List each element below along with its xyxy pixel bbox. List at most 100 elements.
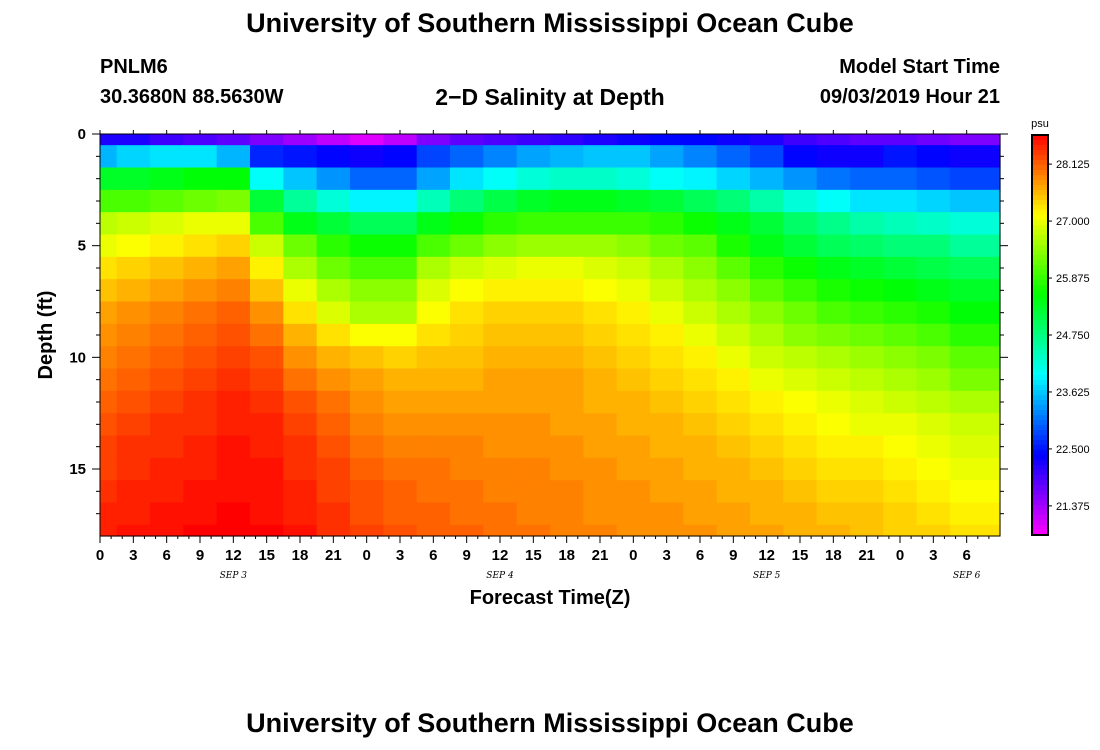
heatmap-cell xyxy=(283,145,318,169)
heatmap-cell xyxy=(483,301,518,325)
model-start-value: 09/03/2019 Hour 21 xyxy=(819,86,1000,108)
colorbar-swatch xyxy=(1032,415,1048,421)
heatmap-cell xyxy=(350,134,384,146)
heatmap-cell xyxy=(750,346,784,370)
x-tick-label: 18 xyxy=(558,547,575,564)
heatmap-cell xyxy=(216,301,251,325)
heatmap-cell xyxy=(683,256,718,280)
heatmap-cell xyxy=(616,457,651,481)
heatmap-cell xyxy=(716,524,751,537)
colorbar-swatch xyxy=(1032,315,1048,321)
heatmap-cell xyxy=(383,212,418,236)
heatmap-cell xyxy=(883,480,918,504)
heatmap-cell xyxy=(816,413,851,437)
x-tick-label: 21 xyxy=(592,547,609,564)
heatmap-cell xyxy=(816,524,851,537)
heatmap-cell xyxy=(283,234,318,258)
heatmap-cell xyxy=(416,301,451,325)
heatmap-cell xyxy=(783,134,818,146)
heatmap-cell xyxy=(316,167,351,191)
colorbar-swatch xyxy=(1032,325,1048,331)
heatmap-cell xyxy=(250,435,284,459)
x-tick-label: 21 xyxy=(325,547,342,564)
heatmap-cell xyxy=(450,502,484,526)
date-label: SEP 5 xyxy=(753,571,781,581)
heatmap-cell xyxy=(483,457,518,481)
heatmap-cell xyxy=(516,134,551,146)
heatmap-cell xyxy=(950,413,984,437)
heatmap-cell xyxy=(250,212,284,236)
heatmap-cell xyxy=(716,457,751,481)
colorbar-swatch xyxy=(1032,520,1048,526)
heatmap-cell xyxy=(250,390,284,414)
heatmap-cell xyxy=(100,480,118,504)
heatmap-cell xyxy=(883,279,918,303)
x-tick-label: 9 xyxy=(462,547,470,564)
heatmap-cell xyxy=(416,435,451,459)
heatmap-cell xyxy=(850,502,884,526)
heatmap-cell xyxy=(150,323,184,347)
x-tick-label: 6 xyxy=(962,547,970,564)
heatmap-cell xyxy=(216,346,251,370)
heatmap-cell xyxy=(883,524,918,537)
heatmap-cell xyxy=(716,212,751,236)
heatmap-cell xyxy=(650,279,684,303)
heatmap-cell xyxy=(650,480,684,504)
heatmap-cell xyxy=(216,368,251,392)
heatmap-cell xyxy=(650,189,684,213)
colorbar-swatch xyxy=(1032,410,1048,416)
heatmap-cell xyxy=(383,279,418,303)
heatmap-cell xyxy=(116,234,151,258)
heatmap-cell xyxy=(416,167,451,191)
heatmap-cell xyxy=(316,390,351,414)
heatmap-cell xyxy=(100,212,118,236)
heatmap-cell xyxy=(716,145,751,169)
heatmap-cell xyxy=(850,145,884,169)
heatmap-cell xyxy=(450,189,484,213)
heatmap-cell xyxy=(650,368,684,392)
heatmap-cell xyxy=(516,323,551,347)
heatmap-cell xyxy=(150,145,184,169)
colorbar-unit-label: psu xyxy=(1031,118,1049,130)
heatmap-cell xyxy=(350,480,384,504)
x-tick-label: 3 xyxy=(662,547,670,564)
colorbar-swatch xyxy=(1032,480,1048,486)
heatmap-cell xyxy=(983,256,1001,280)
heatmap-cell xyxy=(716,346,751,370)
heatmap-cell xyxy=(116,301,151,325)
colorbar-swatch xyxy=(1032,400,1048,406)
heatmap-cell xyxy=(316,413,351,437)
heatmap-cell xyxy=(683,480,718,504)
heatmap-cell xyxy=(483,390,518,414)
heatmap-cell xyxy=(316,480,351,504)
heatmap-cell xyxy=(316,323,351,347)
heatmap-cell xyxy=(550,502,584,526)
colorbar-swatch xyxy=(1032,275,1048,281)
heatmap-cell xyxy=(550,480,584,504)
heatmap-cell xyxy=(583,256,618,280)
x-tick-label: 3 xyxy=(929,547,937,564)
heatmap-cell xyxy=(550,189,584,213)
colorbar: 28.125 27.000 25.875 24.750 23.625 22.500 21.3… xyxy=(1031,134,1090,536)
heatmap-cell xyxy=(950,390,984,414)
heatmap-cell xyxy=(583,167,618,191)
heatmap-cell xyxy=(816,134,851,146)
heatmap-cell xyxy=(950,134,984,146)
heatmap-cell xyxy=(350,189,384,213)
heatmap-cell xyxy=(116,167,151,191)
heatmap-cell xyxy=(783,457,818,481)
heatmap-cell xyxy=(850,323,884,347)
heatmap-cell xyxy=(883,368,918,392)
heatmap-cell xyxy=(950,368,984,392)
heatmap-cell xyxy=(716,279,751,303)
heatmap-cell xyxy=(516,189,551,213)
colorbar-swatch xyxy=(1032,460,1048,466)
heatmap-cell xyxy=(783,145,818,169)
heatmap-cell xyxy=(283,346,318,370)
heatmap-cell xyxy=(783,234,818,258)
heatmap-cell xyxy=(616,480,651,504)
heatmap-cell xyxy=(983,189,1001,213)
heatmap-cell xyxy=(316,189,351,213)
heatmap-cell xyxy=(750,234,784,258)
heatmap-cell xyxy=(116,413,151,437)
